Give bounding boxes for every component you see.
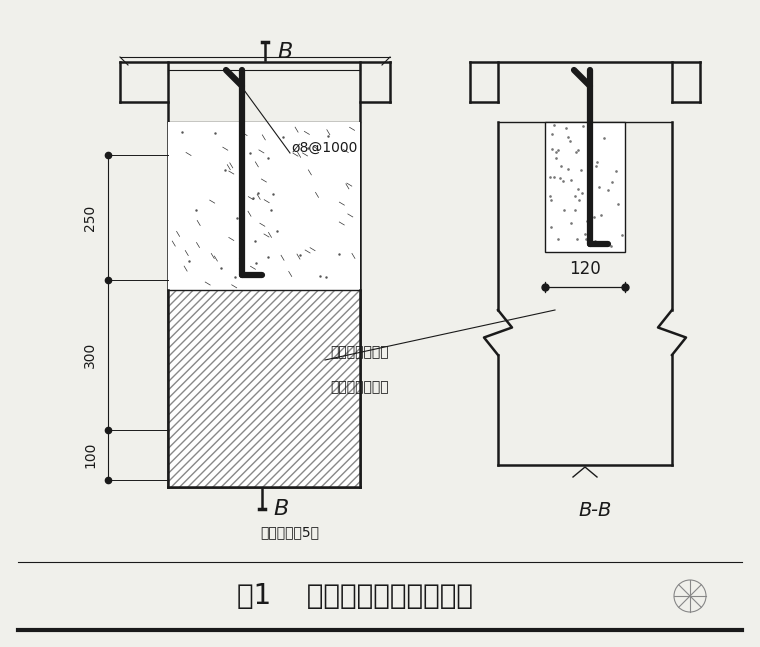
Text: B: B [277,42,293,62]
Text: B-B: B-B [578,501,612,520]
Text: 120: 120 [569,260,601,278]
Text: 砌墙时随每皮砖: 砌墙时随每皮砖 [330,345,388,359]
Text: 300: 300 [83,342,97,368]
Text: 墙长度大于5米: 墙长度大于5米 [260,525,319,539]
Text: ø8@1000: ø8@1000 [292,141,359,155]
Text: 图1    砖墙顶部与梁连接做法: 图1 砖墙顶部与梁连接做法 [237,582,473,610]
Text: 100: 100 [83,442,97,468]
Bar [168,290,360,487]
Bar [545,122,625,252]
Text: 250: 250 [83,204,97,230]
Text: 用砂浆分层填实: 用砂浆分层填实 [330,380,388,394]
Text: B: B [273,499,288,519]
Bar [168,122,360,290]
